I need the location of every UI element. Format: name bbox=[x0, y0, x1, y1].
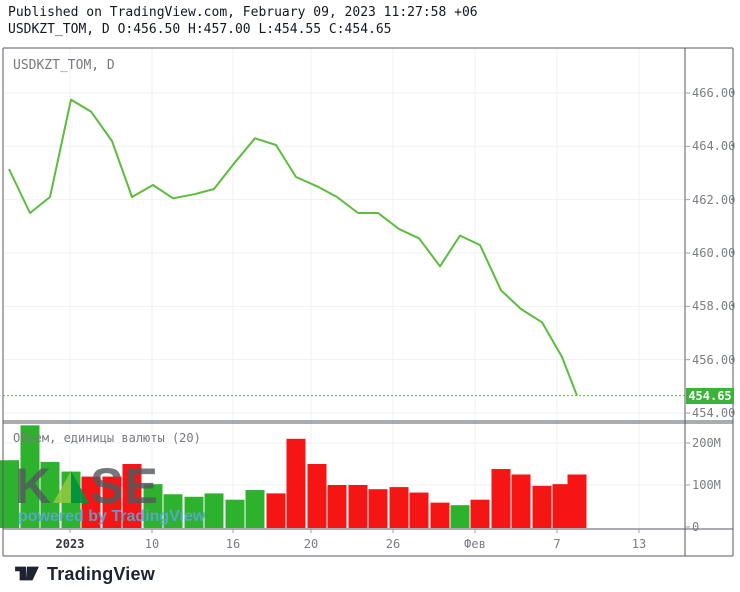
kase-letter-se: SE bbox=[90, 458, 159, 514]
volume-bar bbox=[368, 489, 388, 528]
time-tick-label: 10 bbox=[144, 537, 160, 551]
price-tick-label: 456.00 bbox=[692, 352, 736, 367]
pane-borders bbox=[2, 47, 734, 557]
price-tick-label: 460.00 bbox=[692, 245, 736, 260]
time-tick-label: Фев bbox=[464, 537, 486, 551]
kase-logo: K SE bbox=[15, 458, 205, 514]
volume-bar bbox=[470, 499, 490, 528]
volume-bar bbox=[327, 485, 347, 528]
volume-bar bbox=[184, 496, 204, 528]
price-tick-label: 462.00 bbox=[692, 192, 736, 207]
volume-bar bbox=[102, 476, 122, 528]
time-tick-label: 7 bbox=[553, 537, 561, 551]
tradingview-logo-text: TradingView bbox=[47, 563, 155, 584]
volume-bar bbox=[409, 492, 429, 528]
volume-bar bbox=[491, 469, 511, 528]
volume-bar bbox=[286, 438, 306, 528]
main-pane-legend: USDKZT_TOM, D bbox=[13, 58, 115, 73]
kase-triangle-icon bbox=[53, 471, 90, 503]
volume-bar bbox=[225, 499, 245, 528]
volume-bar bbox=[307, 464, 327, 528]
volume-tick-label: 0 bbox=[692, 520, 700, 534]
volume-bar bbox=[40, 461, 60, 528]
volume-bar bbox=[511, 474, 531, 528]
symbol-ohlc-line: USDKZT_TOM, D O:456.50 H:457.00 L:454.55… bbox=[8, 22, 392, 37]
gridlines bbox=[3, 48, 685, 529]
volume-bar bbox=[450, 505, 470, 528]
volume-tick-label: 100M bbox=[692, 478, 721, 492]
volume-pane-legend: Объем, единицы валюты (20) bbox=[13, 431, 201, 445]
time-tick-label: 2023 bbox=[55, 537, 85, 551]
time-tick-label: 13 bbox=[631, 537, 647, 551]
volume-bar bbox=[552, 484, 572, 528]
kase-watermark: K SE powered by TradingView bbox=[15, 458, 206, 526]
time-tick-label: 26 bbox=[385, 537, 401, 551]
volume-bar bbox=[532, 485, 552, 528]
powered-by-text: powered by TradingView bbox=[18, 508, 206, 525]
volume-bar bbox=[567, 474, 587, 528]
volume-bar bbox=[20, 425, 40, 528]
volume-tick-label: 200M bbox=[692, 436, 721, 450]
volume-bar bbox=[245, 490, 265, 528]
tradingview-icon bbox=[15, 566, 39, 581]
volume-bar bbox=[389, 487, 409, 528]
volume-bar bbox=[163, 494, 183, 528]
volume-bar bbox=[430, 502, 450, 528]
price-tick-label: 464.00 bbox=[692, 139, 736, 154]
price-tick-label: 454.00 bbox=[692, 406, 736, 420]
published-info: Published on TradingView.com, February 0… bbox=[8, 5, 478, 20]
time-tick-label: 16 bbox=[225, 537, 241, 551]
volume-bar bbox=[143, 484, 163, 528]
tradingview-logo[interactable]: TradingView bbox=[14, 563, 155, 585]
volume-bar bbox=[122, 464, 142, 528]
last-price-label: 454.65 bbox=[686, 388, 734, 404]
time-tick-label: 20 bbox=[303, 537, 319, 551]
volume-bar bbox=[348, 485, 368, 528]
price-tick-label: 466.00 bbox=[692, 85, 736, 100]
kase-letter-k: K bbox=[15, 458, 53, 514]
volume-bar bbox=[0, 460, 19, 528]
price-tick-label: 458.00 bbox=[692, 299, 736, 314]
volume-bar bbox=[81, 476, 101, 528]
volume-bar bbox=[266, 493, 286, 528]
price-line bbox=[8, 98, 578, 397]
volume-bar bbox=[204, 493, 224, 528]
axis-ticks bbox=[69, 92, 690, 533]
